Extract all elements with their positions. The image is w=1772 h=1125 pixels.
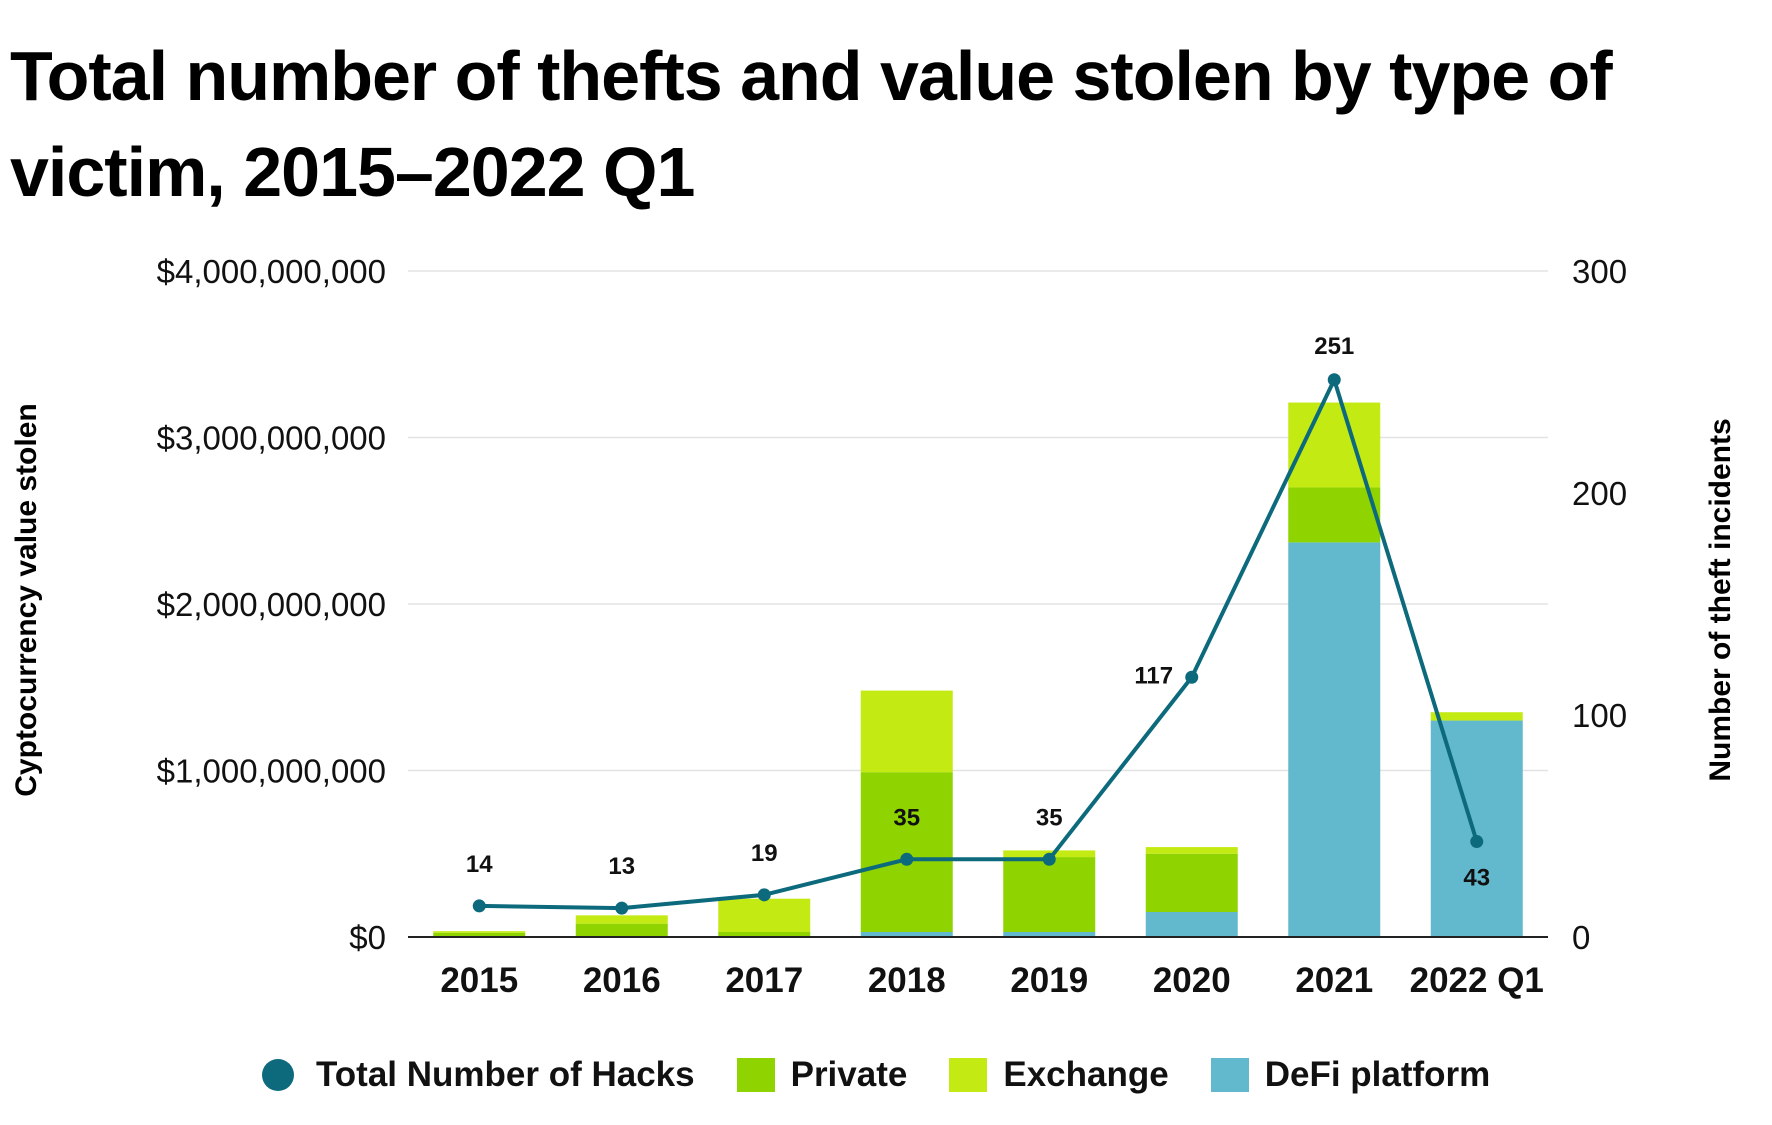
x-tick-label: 2022 Q1 — [1410, 961, 1544, 1000]
data-label: 35 — [1036, 804, 1063, 831]
line-point — [900, 852, 914, 866]
bar-private — [860, 772, 953, 933]
line-point — [472, 899, 486, 913]
line-point — [1042, 852, 1056, 866]
bar-private — [575, 923, 668, 937]
bar-private — [718, 932, 811, 937]
legend-label-hacks: Total Number of Hacks — [316, 1055, 695, 1094]
line-point — [1327, 373, 1341, 387]
y2-tick-label: 200 — [1572, 475, 1627, 512]
line-layer: 14 13 19 35 35 117 251 43 — [466, 333, 1490, 915]
legend-item-private: Private — [736, 1055, 908, 1095]
legend-label-exchange: Exchange — [1003, 1055, 1169, 1094]
legend-swatch-defi — [1210, 1058, 1249, 1092]
data-label: 43 — [1463, 865, 1490, 892]
data-label: 13 — [608, 853, 635, 880]
chart-title: Total number of thefts and value stolen … — [10, 37, 1613, 211]
y-tick-label: $1,000,000,000 — [157, 753, 386, 790]
bar-private — [1145, 853, 1238, 913]
y-tick-label: $0 — [349, 919, 386, 956]
bar-exchange — [1430, 712, 1523, 721]
y-tick-label: $2,000,000,000 — [157, 586, 386, 623]
legend-swatch-private — [736, 1058, 775, 1092]
legend: Total Number of Hacks Private Exchange D… — [262, 1055, 1532, 1095]
bar-defi-platform — [1003, 932, 1096, 937]
bar-private — [1288, 487, 1381, 543]
line-point — [1470, 835, 1484, 849]
x-tick-label: 2018 — [868, 961, 946, 1000]
bar-exchange — [575, 915, 668, 924]
line-point — [757, 888, 771, 902]
legend-label-defi: DeFi platform — [1264, 1055, 1491, 1094]
y2-axis-title: Number of theft incidents — [1704, 418, 1737, 781]
bar-defi-platform — [860, 932, 953, 937]
bar-exchange — [718, 898, 811, 933]
legend-label-private: Private — [790, 1055, 908, 1094]
legend-marker-hacks — [262, 1059, 294, 1091]
y-axis-title: Cyptocurrency value stolen — [10, 403, 43, 796]
legend-item-hacks: Total Number of Hacks — [262, 1055, 695, 1095]
legend-swatch-exchange — [949, 1058, 988, 1092]
line-point — [1185, 670, 1199, 684]
bar-private — [433, 932, 526, 937]
legend-item-exchange: Exchange — [949, 1055, 1169, 1095]
data-label: 35 — [893, 804, 920, 831]
bar-exchange — [433, 931, 526, 933]
axis-layer: $0 $1,000,000,000 $2,000,000,000 $3,000,000… — [157, 253, 1627, 1000]
y-tick-label: $4,000,000,000 — [157, 253, 386, 290]
y2-tick-label: 100 — [1572, 697, 1627, 734]
x-tick-label: 2016 — [583, 961, 661, 1000]
bar-private — [1003, 857, 1096, 933]
bar-defi-platform — [1430, 720, 1523, 937]
bar-layer — [433, 402, 1523, 937]
bar-defi-platform — [1288, 542, 1381, 937]
line-total-hacks — [479, 377, 1479, 911]
bar-exchange — [1145, 847, 1238, 854]
data-label: 117 — [1134, 662, 1173, 689]
y2-tick-label: 0 — [1572, 919, 1590, 956]
x-tick-label: 2020 — [1153, 961, 1231, 1000]
data-label: 19 — [751, 840, 778, 867]
y2-tick-label: 300 — [1572, 253, 1627, 290]
y-tick-label: $3,000,000,000 — [157, 420, 386, 457]
line-point — [615, 901, 629, 915]
data-label: 14 — [466, 851, 493, 878]
bar-defi-platform — [1145, 912, 1238, 937]
data-label: 251 — [1314, 333, 1354, 360]
bar-exchange — [860, 690, 953, 773]
legend-item-defi: DeFi platform — [1210, 1055, 1491, 1095]
x-tick-label: 2015 — [440, 961, 518, 1000]
x-tick-label: 2019 — [1010, 961, 1088, 1000]
x-tick-label: 2017 — [725, 961, 803, 1000]
x-tick-label: 2021 — [1295, 961, 1373, 1000]
